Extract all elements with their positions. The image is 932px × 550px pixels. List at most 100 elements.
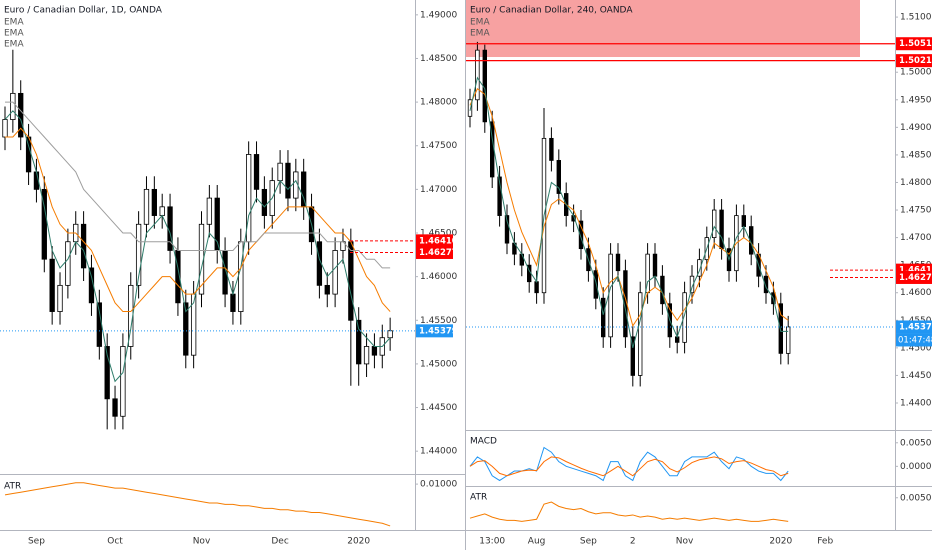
candle-body [638,292,643,376]
y-tick-label: 1.45500 [420,316,457,326]
y-tick-label: 1.46000 [420,272,457,282]
candle-body [682,292,687,343]
candle-body [475,49,480,101]
candle-body [324,284,330,295]
candle-body [135,223,142,286]
y-tick-label: 1.44000 [420,447,457,457]
zone [466,0,860,57]
candle-body [65,241,71,286]
candle-body [556,160,561,194]
candle-body [238,241,244,312]
y-tick-label: 0.00000 [900,462,932,472]
indicator-line [5,127,391,313]
candle-body [763,275,769,294]
candle-body [159,206,165,216]
y-tick-label: 1.48000 [420,98,457,108]
candle-body [549,137,554,161]
y-tick-label: 1.51000 [900,13,932,23]
x-tick-label: Nov [193,537,211,547]
y-tick-label: 1.49000 [420,10,457,20]
candle-body [786,326,791,354]
y-tick-label: 1.48000 [900,178,932,188]
price-label-box [416,245,453,259]
candle-body [277,162,283,182]
candle-body [778,303,783,354]
countdown-box [896,333,932,347]
y-tick-label: 1.48500 [420,54,457,64]
candle-body [608,253,613,338]
y-tick-label: 1.50000 [900,68,932,78]
price-label-box [896,270,932,284]
indicator-line [4,482,391,527]
price-label-box [416,234,453,248]
candle-body [183,302,189,356]
candle-body [57,284,63,312]
y-tick-label: 0.01000 [420,480,457,490]
y-tick-label: 1.47000 [420,185,457,195]
x-tick-label: 2 [630,537,636,547]
candle-body [534,281,539,294]
candle-body [593,270,598,299]
candle-body [41,188,47,260]
candle-body [120,346,126,417]
candle-body [285,162,291,199]
pane-label: MACD [470,437,497,447]
y-tick-label: 1.49000 [900,123,932,133]
candle-body [652,253,658,277]
candle-body [332,250,338,295]
candle-body [49,258,55,312]
candle-body [689,275,695,294]
price-label-box [896,54,932,68]
pane-label: ATR [4,482,21,492]
legend-entry: EMA [4,40,24,50]
legend-entry: EMA [470,18,490,28]
x-tick-label: Oct [107,537,123,547]
price-label: 1.46410 [419,236,458,246]
price-label: 1.46277 [419,248,458,258]
candle-body [387,330,393,339]
candle-body [18,92,24,138]
candle-body [578,220,584,250]
candle-body [80,223,87,269]
indicator-line [469,501,789,522]
candle-body [206,197,213,225]
candle-body [660,275,665,305]
pane-label: ATR [470,493,487,503]
price-label-box [896,320,932,334]
x-tick-label: Feb [817,537,833,547]
y-tick-label: 1.49500 [900,95,932,105]
y-tick-label: 1.47000 [900,233,932,243]
x-tick-label: 2020 [347,537,370,547]
candle-body [348,241,354,321]
price-label: 1.46410 [899,266,932,276]
x-tick-label: Nov [676,537,694,547]
x-tick-label: Sep [28,537,45,547]
candle-body [253,154,260,190]
y-tick-label: 1.46500 [420,229,457,239]
candle-body [356,319,362,365]
y-tick-label: 1.44500 [420,403,457,413]
y-tick-label: 1.46000 [900,288,932,298]
price-label: 1.45379 [899,322,932,332]
price-label: 1.50210 [899,56,932,66]
candle-body [712,209,717,239]
indicator-line [5,101,391,269]
candle-body [230,293,236,312]
y-tick-label: 1.47500 [900,206,932,216]
candle-body [749,226,754,255]
price-label: 1.45379 [419,326,458,336]
candle-body [363,346,370,365]
x-tick-label: Dec [271,537,288,547]
chart-title: Euro / Canadian Dollar, 240, OANDA [470,6,633,16]
candle-body [261,188,268,216]
candle-body [371,346,378,356]
legend-entry: EMA [4,18,24,28]
legend-entry: EMA [4,29,24,39]
candle-body [104,346,110,400]
y-tick-label: 1.48500 [900,150,932,160]
chart-title: Euro / Canadian Dollar, 1D, OANDA [4,6,163,16]
candle-body [741,215,746,227]
candle-body [25,136,32,173]
